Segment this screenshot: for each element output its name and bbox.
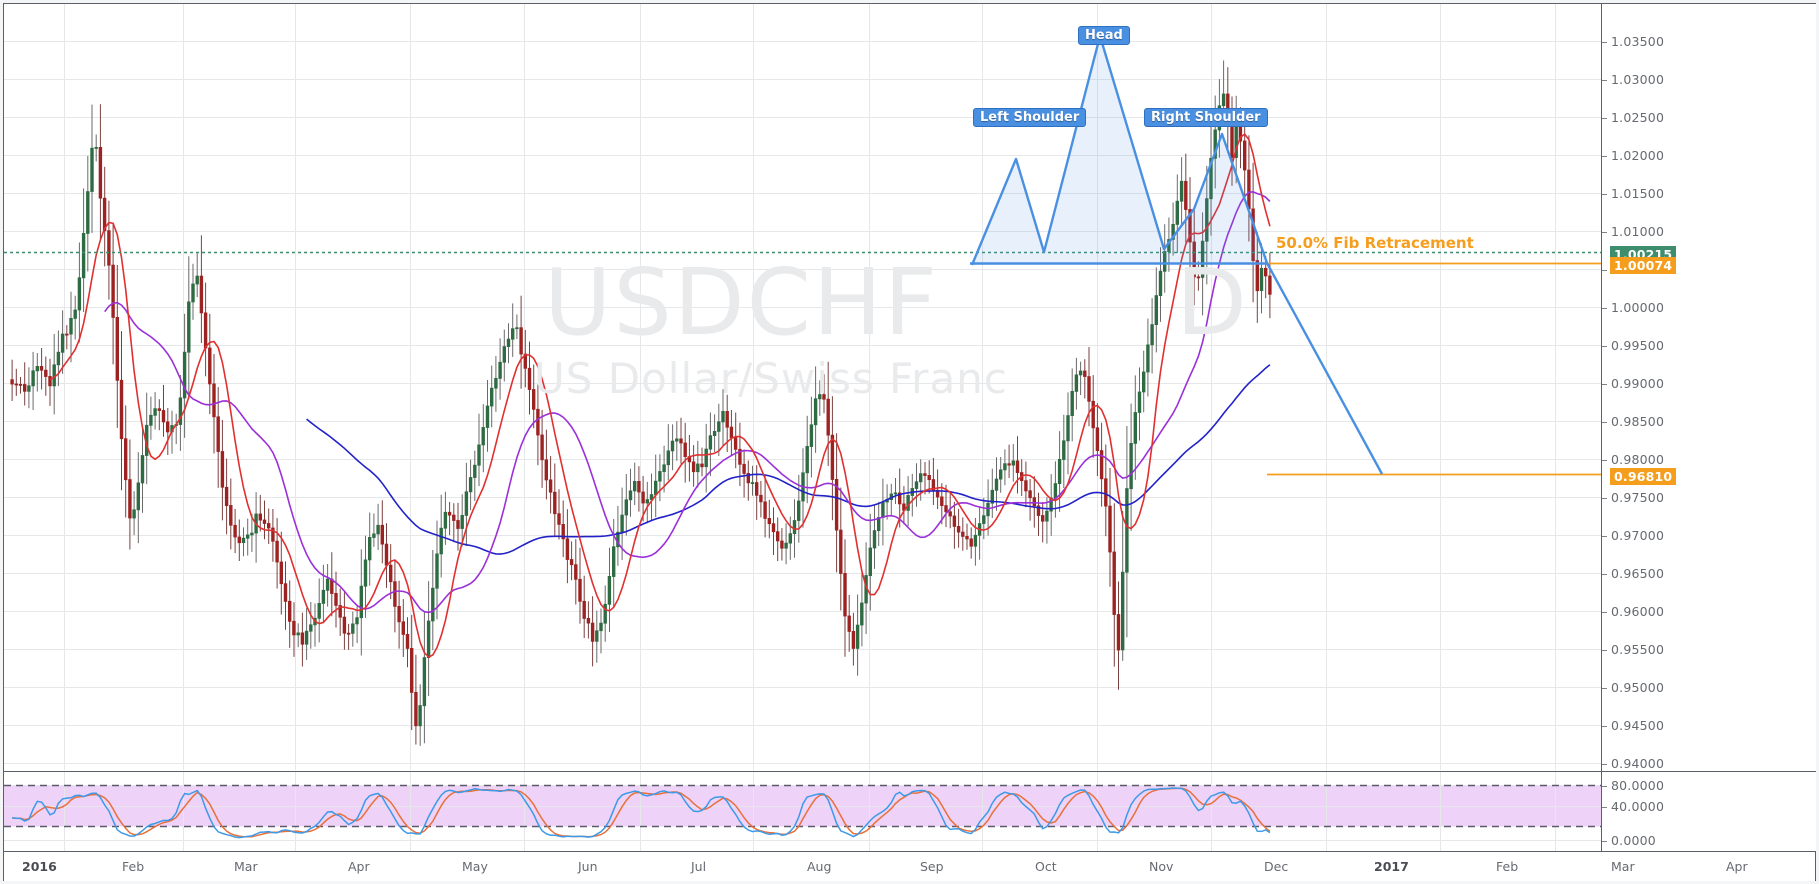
price-axis-tick-label: 1.03500 [1611, 33, 1665, 49]
price-axis-tick [1602, 79, 1607, 81]
price-axis-tick [1602, 497, 1607, 499]
price-axis-tick-label: 0.94500 [1611, 717, 1665, 733]
price-axis-tick [1602, 573, 1607, 575]
pattern-outline [970, 34, 1269, 266]
time-axis[interactable]: 2016 Feb Mar Apr May Jun Jul Aug Sep Oct Nov Dec 201… [4, 851, 1815, 881]
watermark-timeframe: D [1176, 249, 1247, 356]
price-axis-tick [1602, 193, 1607, 195]
price-axis-tick-label: 0.99000 [1611, 375, 1665, 391]
price-axis-tick [1602, 687, 1607, 689]
label-left-shoulder[interactable]: Left Shoulder [973, 108, 1087, 127]
price-axis-tick [1602, 155, 1607, 157]
price-axis-tick [1602, 345, 1607, 347]
time-axis-tick-label: Mar [1611, 859, 1635, 874]
chart-frame: USDCHF US Dollar/Swiss Franc D [3, 3, 1816, 881]
price-axis-tick-label: 0.96500 [1611, 565, 1665, 581]
price-axis-tick [1602, 269, 1607, 271]
price-axis-tick-label: 0.96000 [1611, 603, 1665, 619]
time-axis-tick-label: Apr [348, 859, 370, 874]
time-axis-tick-label: Sep [920, 859, 944, 874]
stochastic-plot [4, 772, 1601, 852]
price-axis-tick-label: 1.01000 [1611, 223, 1665, 239]
stoch-axis-tick-label: 0.0000 [1611, 832, 1656, 848]
stoch-k-line [12, 787, 1271, 839]
stoch-axis-tick-label: 40.0000 [1611, 798, 1665, 814]
price-axis-tick-label: 0.97500 [1611, 489, 1665, 505]
projection-line [1265, 262, 1384, 475]
time-axis-tick-label: May [462, 859, 488, 874]
price-axis-tick [1602, 307, 1607, 309]
price-axis-tick [1602, 421, 1607, 423]
ma-slow-line [306, 364, 1271, 555]
stoch-axis-tick [1602, 806, 1607, 808]
price-axis-tick-label: 1.03000 [1611, 71, 1665, 87]
price-axis-tick-label: 0.98000 [1611, 451, 1665, 467]
price-chart-pane[interactable]: USDCHF US Dollar/Swiss Franc D [4, 4, 1601, 770]
stochastic-pane[interactable] [4, 771, 1601, 852]
price-axis-tick-label: 0.97000 [1611, 527, 1665, 543]
time-axis-tick-label: 2017 [1374, 859, 1409, 874]
stoch-axis-tick [1602, 785, 1607, 787]
price-badge-target: 0.96810 [1610, 468, 1677, 485]
time-axis-tick-label: 2016 [22, 859, 57, 874]
time-axis-tick-label: Mar [234, 859, 258, 874]
price-axis-tick [1602, 231, 1607, 233]
watermark-name: US Dollar/Swiss Franc [534, 354, 1008, 403]
time-axis-tick-label: Jun [578, 859, 598, 874]
price-axis-tick-label: 0.95000 [1611, 679, 1665, 695]
price-axis-tick-label: 0.99500 [1611, 337, 1665, 353]
time-axis-tick-label: Apr [1726, 859, 1748, 874]
price-axis-tick [1602, 763, 1607, 765]
time-axis-tick-label: Feb [122, 859, 145, 874]
label-right-shoulder[interactable]: Right Shoulder [1144, 108, 1268, 127]
price-axis-tick-label: 1.00000 [1611, 299, 1665, 315]
price-badge-neckline: 1.00074 [1610, 257, 1677, 274]
stoch-axis-tick-label: 80.0000 [1611, 777, 1665, 793]
price-axis-tick-label: 1.02000 [1611, 147, 1665, 163]
price-axis-tick-label: 1.01500 [1611, 185, 1665, 201]
pattern-fill [972, 36, 1267, 265]
price-axis-tick [1602, 725, 1607, 727]
stochastic-axis: 80.0000 40.0000 0.0000 [1602, 771, 1816, 851]
price-axis-tick [1602, 611, 1607, 613]
ma-fast-line [49, 132, 1271, 658]
price-axis-tick [1602, 649, 1607, 651]
watermark-symbol: USDCHF [544, 249, 939, 356]
price-axis-tick-label: 0.98500 [1611, 413, 1665, 429]
time-axis-tick-label: Nov [1149, 859, 1174, 874]
price-axis-tick [1602, 459, 1607, 461]
time-axis-tick-label: Dec [1264, 859, 1289, 874]
stoch-axis-tick [1602, 840, 1607, 842]
price-axis-tick-label: 1.02500 [1611, 109, 1665, 125]
time-axis-tick-label: Jul [691, 859, 707, 874]
price-axis-tick [1602, 383, 1607, 385]
price-axis-tick-label: 0.94000 [1611, 755, 1665, 771]
time-axis-tick-label: Feb [1496, 859, 1519, 874]
head-and-shoulders-pattern [970, 34, 1384, 475]
price-axis-tick [1602, 41, 1607, 43]
label-fib-retracement[interactable]: 50.0% Fib Retracement [1276, 234, 1474, 252]
ma-mid-line [104, 190, 1271, 614]
time-axis-tick-label: Oct [1035, 859, 1057, 874]
price-axis-tick-label: 0.95500 [1611, 641, 1665, 657]
price-plot [4, 4, 1601, 770]
price-axis[interactable]: 1.03500 1.03000 1.02500 1.02000 1.01500 1.010… [1601, 4, 1816, 851]
label-head[interactable]: Head [1078, 26, 1130, 45]
time-axis-tick-label: Aug [807, 859, 832, 874]
price-axis-tick [1602, 535, 1607, 537]
price-axis-tick [1602, 117, 1607, 119]
